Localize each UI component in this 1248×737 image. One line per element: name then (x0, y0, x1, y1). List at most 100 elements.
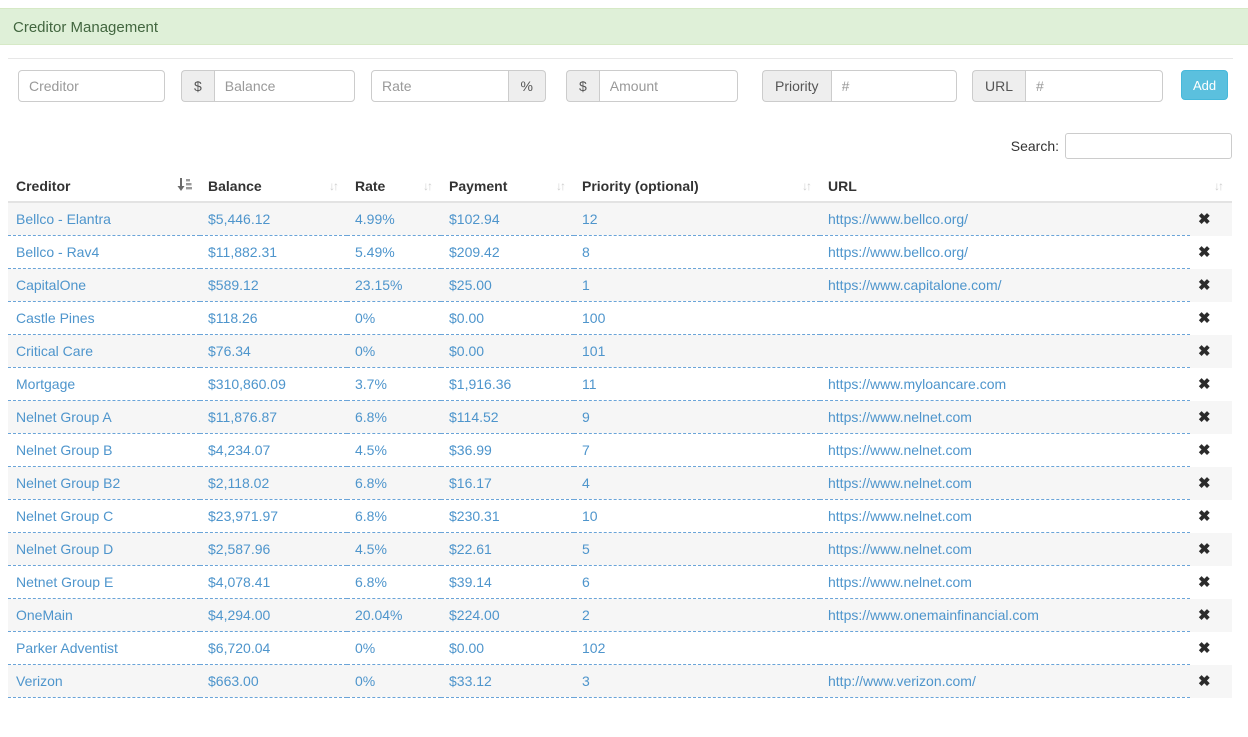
rate-value[interactable]: 0% (355, 640, 376, 656)
balance-value[interactable]: $4,078.41 (208, 574, 271, 590)
balance-value[interactable]: $4,234.07 (208, 442, 271, 458)
delete-icon[interactable]: ✖ (1198, 244, 1211, 261)
rate-value[interactable]: 23.15% (355, 277, 403, 293)
payment-value[interactable]: $102.94 (449, 211, 500, 227)
delete-icon[interactable]: ✖ (1198, 409, 1211, 426)
creditor-name-link[interactable]: Netnet Group E (16, 574, 114, 590)
priority-value[interactable]: 5 (582, 541, 590, 557)
url-link[interactable]: https://www.nelnet.com (828, 409, 972, 425)
rate-value[interactable]: 3.7% (355, 376, 387, 392)
balance-value[interactable]: $2,118.02 (208, 475, 270, 491)
creditor-name-link[interactable]: CapitalOne (16, 277, 87, 293)
rate-value[interactable]: 6.8% (355, 475, 387, 491)
url-link[interactable]: http://www.verizon.com/ (828, 673, 976, 689)
delete-icon[interactable]: ✖ (1198, 343, 1211, 360)
column-header-priority[interactable]: Priority (optional) ↓↑ (574, 172, 820, 203)
creditor-name-link[interactable]: Verizon (16, 673, 63, 689)
delete-icon[interactable]: ✖ (1198, 508, 1211, 525)
payment-value[interactable]: $230.31 (449, 508, 500, 524)
rate-input[interactable] (371, 70, 509, 102)
priority-value[interactable]: 2 (582, 607, 590, 623)
rate-value[interactable]: 0% (355, 310, 376, 326)
payment-value[interactable]: $224.00 (449, 607, 500, 623)
column-header-balance[interactable]: Balance ↓↑ (200, 172, 347, 203)
rate-value[interactable]: 4.5% (355, 442, 387, 458)
priority-value[interactable]: 9 (582, 409, 590, 425)
payment-value[interactable]: $0.00 (449, 343, 485, 359)
creditor-name-link[interactable]: Bellco - Rav4 (16, 244, 100, 260)
creditor-name-link[interactable]: Nelnet Group B (16, 442, 113, 458)
rate-value[interactable]: 6.8% (355, 574, 387, 590)
priority-value[interactable]: 8 (582, 244, 590, 260)
rate-value[interactable]: 0% (355, 673, 376, 689)
creditor-name-link[interactable]: Bellco - Elantra (16, 211, 111, 227)
balance-value[interactable]: $11,876.87 (208, 409, 278, 425)
url-link[interactable]: https://www.onemainfinancial.com (828, 607, 1039, 623)
payment-value[interactable]: $39.14 (449, 574, 492, 590)
payment-value[interactable]: $0.00 (449, 310, 485, 326)
balance-value[interactable]: $76.34 (208, 343, 251, 359)
payment-value[interactable]: $16.17 (449, 475, 492, 491)
sort-unsorted-icon[interactable]: ↓↑ (1214, 179, 1224, 193)
priority-value[interactable]: 101 (582, 343, 606, 359)
balance-value[interactable]: $4,294.00 (208, 607, 271, 623)
rate-value[interactable]: 6.8% (355, 508, 387, 524)
column-header-url[interactable]: URL (820, 172, 1190, 203)
delete-icon[interactable]: ✖ (1198, 376, 1211, 393)
sort-unsorted-icon[interactable]: ↓↑ (423, 179, 433, 193)
rate-value[interactable]: 0% (355, 343, 376, 359)
delete-icon[interactable]: ✖ (1198, 640, 1211, 657)
url-link[interactable]: https://www.bellco.org/ (828, 211, 969, 227)
priority-value[interactable]: 6 (582, 574, 590, 590)
delete-icon[interactable]: ✖ (1198, 574, 1211, 591)
url-link[interactable]: https://www.bellco.org/ (828, 244, 969, 260)
creditor-name-link[interactable]: Nelnet Group A (16, 409, 112, 425)
creditor-name-link[interactable]: Castle Pines (16, 310, 95, 326)
url-link[interactable]: https://www.nelnet.com (828, 442, 972, 458)
column-header-payment[interactable]: Payment ↓↑ (441, 172, 574, 203)
balance-value[interactable]: $663.00 (208, 673, 259, 689)
balance-value[interactable]: $2,587.96 (208, 541, 271, 557)
delete-icon[interactable]: ✖ (1198, 673, 1211, 690)
payment-value[interactable]: $0.00 (449, 640, 485, 656)
balance-value[interactable]: $310,860.09 (208, 376, 286, 392)
column-header-delete[interactable]: ↓↑ (1190, 172, 1232, 203)
priority-value[interactable]: 7 (582, 442, 590, 458)
creditor-name-link[interactable]: Nelnet Group B2 (16, 475, 121, 491)
priority-value[interactable]: 102 (582, 640, 606, 656)
creditor-name-link[interactable]: Nelnet Group D (16, 541, 114, 557)
priority-value[interactable]: 11 (582, 376, 597, 392)
url-link[interactable]: https://www.nelnet.com (828, 508, 972, 524)
creditor-name-link[interactable]: Parker Adventist (16, 640, 118, 656)
rate-value[interactable]: 4.5% (355, 541, 387, 557)
amount-input[interactable] (598, 70, 738, 102)
url-link[interactable]: https://www.nelnet.com (828, 541, 972, 557)
delete-icon[interactable]: ✖ (1198, 607, 1211, 624)
payment-value[interactable]: $1,916.36 (449, 376, 512, 392)
balance-value[interactable]: $11,882.31 (208, 244, 278, 260)
rate-value[interactable]: 5.49% (355, 244, 395, 260)
priority-value[interactable]: 3 (582, 673, 590, 689)
add-button[interactable]: Add (1181, 70, 1229, 100)
balance-value[interactable]: $23,971.97 (208, 508, 279, 524)
url-input[interactable] (1025, 70, 1163, 102)
url-link[interactable]: https://www.nelnet.com (828, 574, 972, 590)
payment-value[interactable]: $36.99 (449, 442, 492, 458)
priority-value[interactable]: 4 (582, 475, 590, 491)
sort-unsorted-icon[interactable]: ↓↑ (802, 179, 812, 193)
rate-value[interactable]: 6.8% (355, 409, 387, 425)
payment-value[interactable]: $22.61 (449, 541, 492, 557)
payment-value[interactable]: $25.00 (449, 277, 492, 293)
delete-icon[interactable]: ✖ (1198, 310, 1211, 327)
priority-value[interactable]: 12 (582, 211, 598, 227)
balance-value[interactable]: $589.12 (208, 277, 259, 293)
url-link[interactable]: https://www.myloancare.com (828, 376, 1007, 392)
priority-input[interactable] (830, 70, 957, 102)
creditor-input[interactable] (18, 70, 165, 102)
url-link[interactable]: https://www.nelnet.com (828, 475, 972, 491)
creditor-name-link[interactable]: Critical Care (16, 343, 94, 359)
delete-icon[interactable]: ✖ (1198, 475, 1211, 492)
delete-icon[interactable]: ✖ (1198, 277, 1211, 294)
creditor-name-link[interactable]: Mortgage (16, 376, 76, 392)
payment-value[interactable]: $33.12 (449, 673, 492, 689)
